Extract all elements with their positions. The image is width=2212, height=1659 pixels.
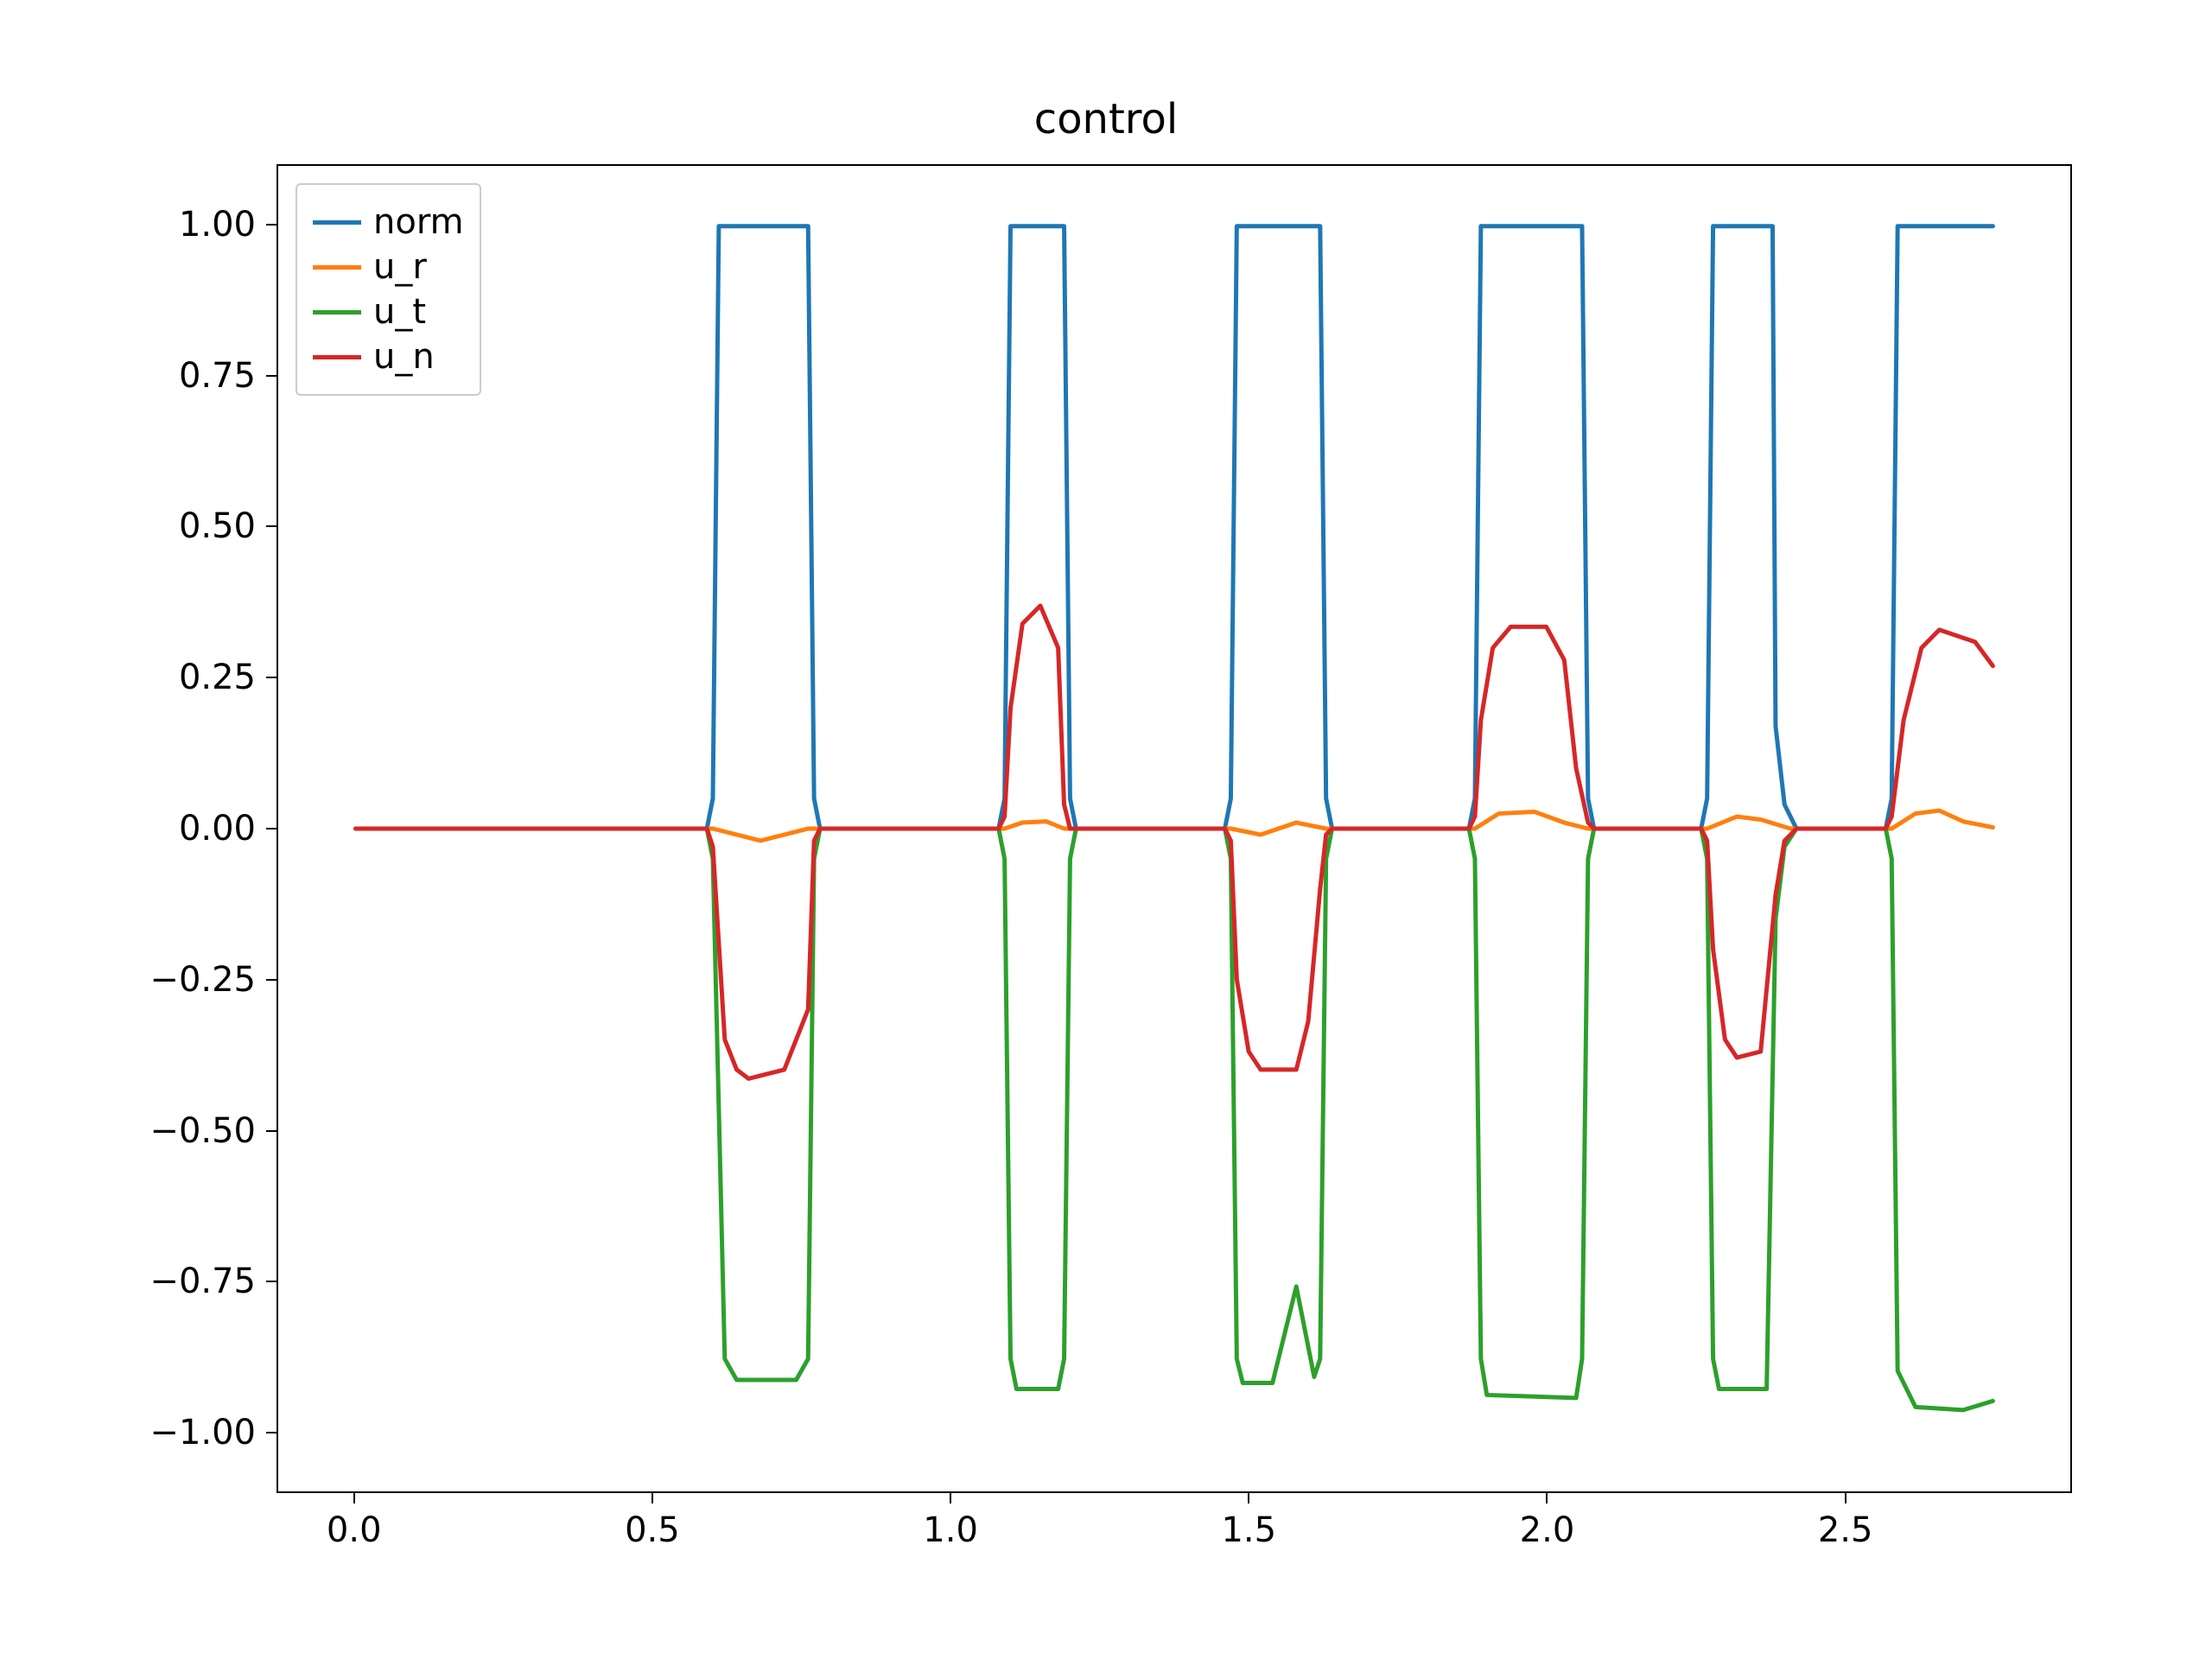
legend-swatch: [313, 355, 361, 359]
x-tick-mark: [1248, 1493, 1249, 1503]
legend-item-norm: norm: [313, 202, 464, 242]
y-tick-label: 0.50: [145, 506, 256, 546]
legend-swatch: [313, 220, 361, 225]
y-tick-label: 1.00: [145, 205, 256, 245]
y-tick-label: −0.25: [145, 960, 256, 1000]
legend-item-u_t: u_t: [313, 292, 464, 332]
legend-label: u_t: [373, 292, 426, 332]
y-tick-mark: [266, 375, 276, 377]
x-tick-label: 1.5: [1221, 1510, 1276, 1550]
legend: norm u_r u_t u_n: [296, 183, 481, 396]
plot-axes: norm u_r u_t u_n: [276, 164, 2072, 1493]
x-tick-mark: [353, 1493, 355, 1503]
legend-label: norm: [373, 202, 464, 242]
x-tick-label: 0.5: [625, 1510, 680, 1550]
y-tick-mark: [266, 677, 276, 678]
y-tick-mark: [266, 979, 276, 981]
y-tick-label: −0.75: [145, 1262, 256, 1301]
series-norm: [356, 226, 1993, 829]
series-u_n: [356, 606, 1993, 1078]
y-tick-label: −1.00: [145, 1413, 256, 1452]
figure: control norm u_r u_t u_n 0.0 0.5 1.0 1.5 2.0 2.5…: [0, 0, 2212, 1659]
series-u_r: [356, 810, 1993, 841]
y-tick-mark: [266, 1130, 276, 1132]
series-u_t: [356, 829, 1993, 1410]
y-tick-label: 0.75: [145, 356, 256, 396]
x-tick-mark: [1845, 1493, 1847, 1503]
x-tick-mark: [652, 1493, 653, 1503]
y-tick-label: 0.00: [145, 809, 256, 849]
legend-swatch: [313, 265, 361, 270]
y-tick-label: −0.50: [145, 1111, 256, 1151]
x-tick-label: 2.0: [1520, 1510, 1575, 1550]
legend-item-u_n: u_n: [313, 337, 464, 377]
y-tick-mark: [266, 1432, 276, 1433]
x-tick-label: 1.0: [923, 1510, 978, 1550]
legend-swatch: [313, 310, 361, 315]
legend-label: u_r: [373, 247, 427, 287]
x-tick-label: 2.5: [1818, 1510, 1873, 1550]
x-tick-mark: [950, 1493, 951, 1503]
y-tick-label: 0.25: [145, 658, 256, 697]
chart-title: control: [0, 95, 2212, 143]
legend-label: u_n: [373, 337, 435, 377]
x-tick-label: 0.0: [327, 1510, 382, 1550]
y-tick-mark: [266, 828, 276, 830]
legend-item-u_r: u_r: [313, 247, 464, 287]
x-tick-mark: [1546, 1493, 1548, 1503]
plot-canvas: [278, 166, 2070, 1491]
y-tick-mark: [266, 224, 276, 226]
y-tick-mark: [266, 525, 276, 527]
y-tick-mark: [266, 1281, 276, 1282]
